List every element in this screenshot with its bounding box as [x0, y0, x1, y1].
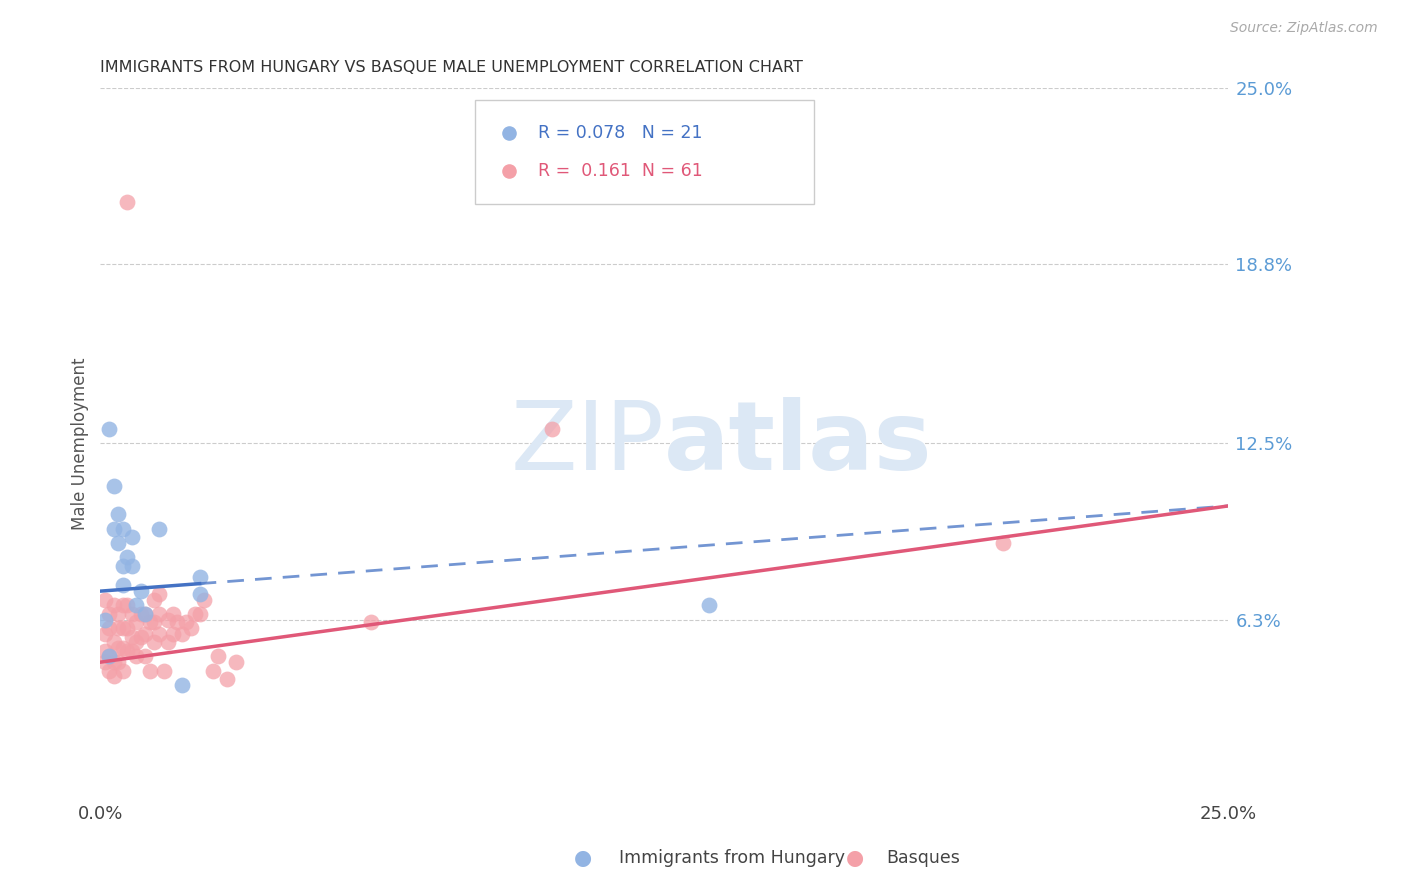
Point: [162, 626, 184, 640]
Point: [125, 649, 148, 664]
Point: [111, 664, 134, 678]
Point: [103, 669, 125, 683]
Point: [202, 664, 225, 678]
Point: [157, 613, 180, 627]
Point: [134, 607, 156, 621]
Point: [94, 592, 117, 607]
Text: Immigrants from Hungary: Immigrants from Hungary: [619, 849, 845, 867]
Point: [121, 607, 143, 621]
Point: [170, 678, 193, 692]
Point: [143, 615, 166, 630]
Point: [139, 615, 162, 630]
Point: [111, 522, 134, 536]
Point: [193, 592, 215, 607]
Point: [134, 649, 156, 664]
Point: [170, 626, 193, 640]
Point: [225, 655, 247, 669]
Point: [94, 655, 117, 669]
Point: [94, 626, 117, 640]
Point: [157, 635, 180, 649]
Point: [103, 479, 125, 493]
Point: [103, 599, 125, 613]
Point: [148, 607, 170, 621]
Point: [107, 536, 129, 550]
Text: Source: ZipAtlas.com: Source: ZipAtlas.com: [1230, 21, 1378, 35]
Point: [174, 615, 197, 630]
Point: [125, 635, 148, 649]
Point: [107, 607, 129, 621]
Point: [134, 607, 156, 621]
Point: [111, 578, 134, 592]
Point: [148, 522, 170, 536]
Text: atlas: atlas: [665, 397, 934, 490]
Text: Basques: Basques: [886, 849, 960, 867]
Point: [117, 194, 139, 209]
Text: R =  0.161  N = 61: R = 0.161 N = 61: [538, 162, 703, 180]
Point: [117, 549, 139, 564]
Y-axis label: Male Unemployment: Male Unemployment: [72, 357, 89, 530]
Point: [94, 613, 117, 627]
Point: [107, 621, 129, 635]
FancyBboxPatch shape: [475, 100, 814, 204]
Point: [111, 599, 134, 613]
Point: [117, 644, 139, 658]
Point: [148, 587, 170, 601]
Point: [121, 630, 143, 644]
Point: [207, 649, 229, 664]
Point: [188, 587, 211, 601]
Text: R = 0.078   N = 21: R = 0.078 N = 21: [538, 124, 703, 142]
Point: [134, 626, 156, 640]
Point: [111, 621, 134, 635]
Point: [98, 607, 121, 621]
Point: [139, 664, 162, 678]
Point: [107, 508, 129, 522]
Point: [121, 644, 143, 658]
Point: [98, 422, 121, 436]
Point: [129, 607, 152, 621]
Point: [111, 558, 134, 573]
Point: [699, 599, 721, 613]
Point: [98, 649, 121, 664]
Point: [360, 615, 382, 630]
Point: [103, 635, 125, 649]
Point: [111, 640, 134, 655]
Point: [121, 558, 143, 573]
Point: [94, 644, 117, 658]
Point: [129, 630, 152, 644]
Point: [215, 672, 238, 686]
Point: [98, 664, 121, 678]
Point: [143, 635, 166, 649]
Point: [162, 607, 184, 621]
Point: [143, 592, 166, 607]
Point: [107, 655, 129, 669]
Point: [103, 655, 125, 669]
Point: [184, 607, 207, 621]
Text: IMMIGRANTS FROM HUNGARY VS BASQUE MALE UNEMPLOYMENT CORRELATION CHART: IMMIGRANTS FROM HUNGARY VS BASQUE MALE U…: [100, 60, 803, 75]
Point: [188, 570, 211, 584]
Point: [107, 640, 129, 655]
Point: [188, 607, 211, 621]
Text: ●: ●: [846, 848, 863, 868]
Text: ZIP: ZIP: [510, 397, 665, 490]
Point: [117, 599, 139, 613]
Point: [125, 599, 148, 613]
Point: [98, 649, 121, 664]
Point: [103, 522, 125, 536]
Point: [991, 536, 1014, 550]
Point: [540, 422, 562, 436]
Point: [125, 615, 148, 630]
Point: [117, 621, 139, 635]
Point: [121, 530, 143, 544]
Point: [129, 584, 152, 599]
Point: [152, 664, 174, 678]
Point: [148, 626, 170, 640]
Point: [180, 621, 202, 635]
Point: [98, 621, 121, 635]
Text: ●: ●: [575, 848, 592, 868]
Point: [166, 615, 188, 630]
